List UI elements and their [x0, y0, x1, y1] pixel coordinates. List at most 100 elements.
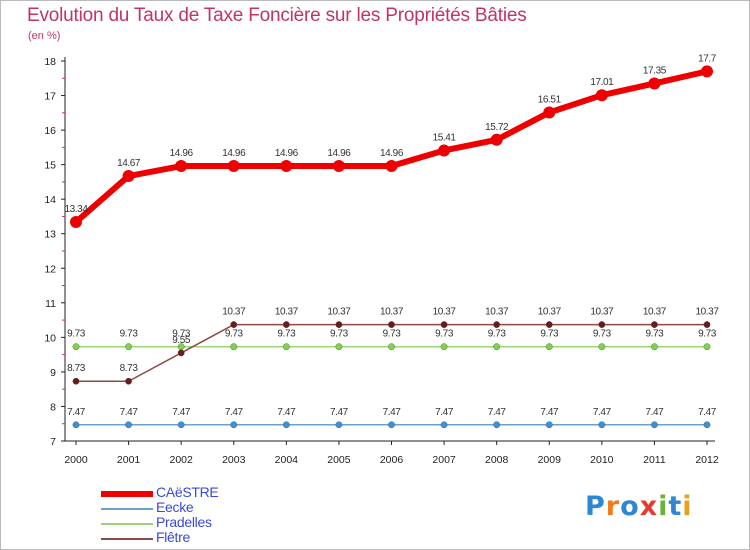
- data-label: 9.73: [277, 329, 296, 340]
- data-point[interactable]: [230, 421, 238, 429]
- x-tick-label: 2012: [695, 454, 719, 466]
- data-point[interactable]: [545, 343, 553, 351]
- data-point[interactable]: [493, 321, 501, 328]
- legend-item: Flêtre: [101, 529, 301, 547]
- data-point[interactable]: [703, 321, 711, 328]
- data-point[interactable]: [598, 321, 606, 328]
- data-point[interactable]: [385, 160, 398, 173]
- logo-letter: o: [620, 491, 640, 522]
- data-label: 17.7: [698, 53, 717, 64]
- data-point[interactable]: [545, 321, 553, 328]
- data-point[interactable]: [122, 170, 135, 183]
- data-point[interactable]: [72, 377, 80, 385]
- data-label: 10.37: [485, 307, 509, 318]
- data-label: 9.73: [593, 329, 612, 340]
- data-point[interactable]: [227, 160, 240, 173]
- data-point[interactable]: [438, 144, 451, 157]
- data-label: 9.73: [67, 329, 86, 340]
- data-label: 7.47: [172, 407, 191, 418]
- data-point[interactable]: [335, 343, 343, 351]
- legend-item: Pradelles: [101, 514, 301, 532]
- x-tick-label: 2008: [485, 454, 509, 466]
- legend-label: Flêtre: [156, 529, 190, 545]
- data-point[interactable]: [72, 421, 80, 429]
- data-point[interactable]: [493, 343, 501, 351]
- y-tick-label: 8: [50, 401, 56, 413]
- logo-letter: r: [605, 491, 621, 522]
- data-label: 10.37: [275, 307, 299, 318]
- data-label: 10.37: [695, 307, 719, 318]
- data-point[interactable]: [598, 421, 606, 429]
- data-point[interactable]: [70, 215, 82, 228]
- chart-title: Evolution du Taux de Taxe Foncière sur l…: [27, 5, 527, 26]
- data-point[interactable]: [230, 343, 238, 351]
- data-point[interactable]: [701, 65, 713, 78]
- x-tick-label: 2003: [222, 454, 246, 466]
- data-label: 16.51: [538, 94, 562, 105]
- data-point[interactable]: [598, 343, 606, 351]
- data-point[interactable]: [703, 343, 711, 351]
- data-label: 7.47: [645, 407, 664, 418]
- data-point[interactable]: [493, 421, 501, 429]
- data-point[interactable]: [125, 343, 132, 351]
- data-label: 17.35: [643, 65, 667, 76]
- legend-swatch: [101, 508, 153, 510]
- data-label: 9.73: [172, 329, 191, 340]
- x-tick-label: 2005: [327, 454, 351, 466]
- data-point[interactable]: [282, 421, 290, 429]
- legend-swatch: [101, 523, 153, 525]
- data-point[interactable]: [440, 343, 448, 351]
- data-point[interactable]: [335, 421, 343, 429]
- data-label: 9.55: [172, 335, 191, 346]
- data-point[interactable]: [545, 421, 553, 429]
- y-tick-label: 12: [44, 263, 56, 275]
- x-tick-label: 2009: [538, 454, 562, 466]
- data-point[interactable]: [648, 77, 661, 90]
- data-point[interactable]: [703, 421, 711, 429]
- data-point[interactable]: [230, 321, 238, 328]
- data-point[interactable]: [651, 321, 658, 328]
- data-label: 10.37: [433, 307, 457, 318]
- data-point[interactable]: [175, 160, 188, 173]
- x-tick-label: 2004: [275, 454, 299, 466]
- data-point[interactable]: [440, 321, 448, 328]
- data-point[interactable]: [595, 89, 608, 102]
- data-label: 9.73: [540, 329, 559, 340]
- y-tick-label: 9: [50, 367, 56, 379]
- data-point[interactable]: [543, 106, 556, 119]
- data-label: 10.37: [538, 307, 562, 318]
- data-point[interactable]: [72, 343, 80, 351]
- data-label: 17.01: [590, 77, 614, 88]
- data-point[interactable]: [282, 321, 290, 328]
- data-label: 7.47: [67, 407, 86, 418]
- x-tick-label: 2002: [169, 454, 193, 466]
- data-label: 9.73: [645, 329, 664, 340]
- data-point[interactable]: [177, 421, 185, 429]
- x-tick-label: 2001: [117, 454, 141, 466]
- data-label: 7.47: [540, 407, 559, 418]
- data-point[interactable]: [440, 421, 448, 429]
- x-tick-label: 2011: [643, 454, 666, 466]
- data-point[interactable]: [388, 421, 395, 429]
- data-label: 7.47: [277, 407, 296, 418]
- data-point[interactable]: [651, 421, 658, 429]
- data-point[interactable]: [388, 321, 395, 328]
- data-label: 8.73: [67, 363, 86, 374]
- data-point[interactable]: [332, 160, 345, 173]
- legend-label: Pradelles: [156, 514, 212, 530]
- logo-letter: x: [639, 491, 659, 522]
- data-point[interactable]: [177, 349, 185, 357]
- data-point[interactable]: [335, 321, 343, 328]
- data-point[interactable]: [282, 343, 290, 351]
- data-point[interactable]: [651, 343, 658, 351]
- data-point[interactable]: [490, 133, 503, 146]
- data-point[interactable]: [388, 343, 395, 351]
- data-point[interactable]: [280, 160, 293, 173]
- data-point[interactable]: [125, 377, 132, 385]
- data-label: 7.47: [435, 407, 454, 418]
- logo-letter: t: [668, 491, 683, 522]
- x-tick-label: 2006: [380, 454, 404, 466]
- data-point[interactable]: [125, 421, 132, 429]
- data-label: 7.47: [593, 407, 612, 418]
